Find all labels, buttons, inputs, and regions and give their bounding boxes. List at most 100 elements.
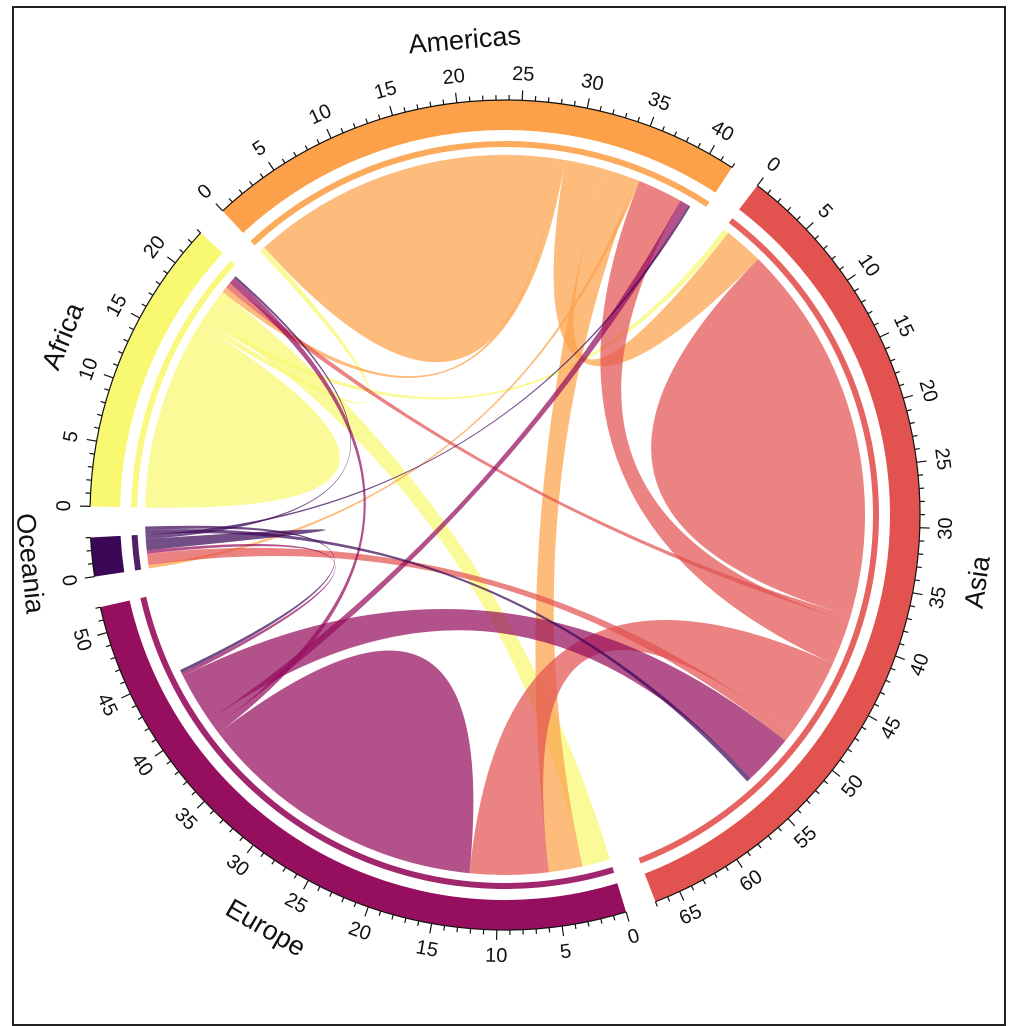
tick-mark-asia: [854, 288, 858, 291]
tick-mark-africa: [118, 351, 123, 353]
tick-mark-europe: [342, 897, 344, 902]
tick-mark-americas: [613, 109, 614, 114]
tick-mark-africa: [129, 327, 133, 329]
tick-mark-americas: [317, 139, 319, 143]
tick-mark-europe: [220, 820, 223, 824]
tick-mark-europe: [167, 761, 171, 764]
tick-mark-europe: [210, 811, 214, 815]
tick-label-europe: 50: [68, 626, 95, 654]
tick-mark-asia: [703, 880, 705, 884]
tick-mark-asia: [910, 606, 915, 607]
tick-mark-europe: [95, 607, 100, 608]
tick-mark-asia: [900, 644, 905, 646]
tick-mark-africa: [163, 271, 167, 274]
tick-mark-europe: [354, 902, 356, 907]
tick-mark-americas: [674, 132, 676, 137]
tick-mark-asia: [757, 178, 763, 186]
tick-label-asia: 60: [736, 866, 767, 897]
tick-mark-asia: [868, 311, 872, 313]
tick-mark-americas: [561, 99, 562, 104]
tick-mark-europe: [111, 657, 116, 659]
tick-mark-americas: [250, 182, 253, 186]
tick-mark-asia: [815, 236, 819, 239]
tick-mark-asia: [824, 781, 828, 784]
tick-mark-europe: [152, 739, 156, 742]
tick-mark-europe: [457, 927, 458, 932]
tick-mark-europe: [240, 837, 243, 841]
tick-label-asia: 0: [762, 153, 784, 177]
tick-mark-asia: [899, 384, 904, 386]
tick-mark-oceania: [85, 577, 95, 578]
tick-mark-americas: [378, 115, 380, 120]
tick-mark-asia: [758, 844, 761, 848]
tick-mark-asia: [917, 461, 927, 462]
tick-label-europe: 30: [222, 850, 253, 881]
tick-mark-europe: [106, 645, 111, 647]
tick-mark-africa: [104, 375, 113, 378]
tick-mark-asia: [680, 891, 684, 900]
tick-label-europe: 45: [92, 690, 121, 720]
tick-label-asia: 35: [925, 585, 951, 611]
tick-label-americas: 15: [372, 77, 399, 104]
tick-label-americas: 20: [441, 65, 466, 89]
tick-mark-europe: [120, 682, 125, 684]
tick-label-africa: 15: [102, 291, 132, 321]
tick-mark-europe: [97, 633, 107, 636]
tick-mark-americas: [366, 119, 368, 124]
tick-mark-asia: [691, 886, 693, 890]
tick-mark-europe: [121, 694, 130, 698]
tick-mark-americas: [625, 113, 626, 118]
chord-americas-to-americas: [264, 155, 559, 362]
tick-mark-asia: [913, 593, 923, 595]
tick-mark-africa: [167, 257, 175, 263]
tick-label-europe: 35: [170, 804, 201, 835]
tick-label-americas: 0: [193, 180, 216, 204]
tick-mark-asia: [747, 852, 750, 856]
tick-mark-europe: [405, 918, 406, 923]
tick-mark-europe: [155, 750, 163, 756]
tick-mark-asia: [915, 449, 920, 450]
tick-mark-asia: [895, 372, 900, 374]
tick-mark-europe: [230, 828, 233, 832]
tick-mark-europe: [318, 886, 320, 890]
tick-mark-asia: [847, 275, 855, 281]
tick-label-europe: 25: [281, 888, 311, 918]
tick-label-asia: 30: [934, 517, 957, 540]
tick-mark-europe: [549, 928, 550, 933]
tick-mark-europe: [247, 845, 253, 853]
tick-label-asia: 10: [853, 250, 884, 281]
tick-mark-asia: [917, 567, 922, 568]
tick-mark-americas: [587, 98, 589, 108]
tick-mark-asia: [868, 716, 877, 721]
chord-links: [145, 155, 865, 875]
tick-mark-europe: [283, 867, 286, 871]
tick-mark-americas: [456, 93, 457, 103]
tick-mark-americas: [390, 106, 393, 116]
tick-label-americas: 25: [512, 63, 535, 86]
tick-mark-asia: [912, 435, 917, 436]
tick-label-americas: 5: [249, 136, 270, 160]
tick-mark-europe: [601, 919, 602, 924]
tick-mark-americas: [341, 128, 343, 133]
tick-label-oceania: 0: [57, 573, 80, 587]
tick-mark-asia: [807, 800, 811, 803]
tick-mark-americas: [638, 117, 640, 122]
tick-label-asia: 65: [676, 900, 705, 929]
tick-mark-asia: [874, 704, 878, 706]
tick-mark-asia: [787, 207, 790, 211]
tick-label-asia: 50: [837, 771, 868, 802]
tick-mark-africa: [88, 467, 93, 468]
tick-mark-europe: [418, 921, 419, 926]
tick-mark-americas: [721, 156, 724, 160]
tick-mark-europe: [365, 907, 368, 916]
tick-label-americas: 35: [645, 88, 674, 116]
tick-label-europe: 15: [414, 936, 440, 962]
tick-mark-americas: [404, 107, 405, 112]
tick-mark-asia: [910, 423, 915, 424]
tick-mark-americas: [305, 146, 307, 150]
sector-label-oceania: Oceania: [10, 512, 50, 616]
tick-mark-africa: [131, 313, 140, 318]
tick-mark-asia: [788, 819, 795, 826]
tick-mark-asia: [895, 656, 904, 659]
tick-mark-asia: [797, 216, 801, 220]
